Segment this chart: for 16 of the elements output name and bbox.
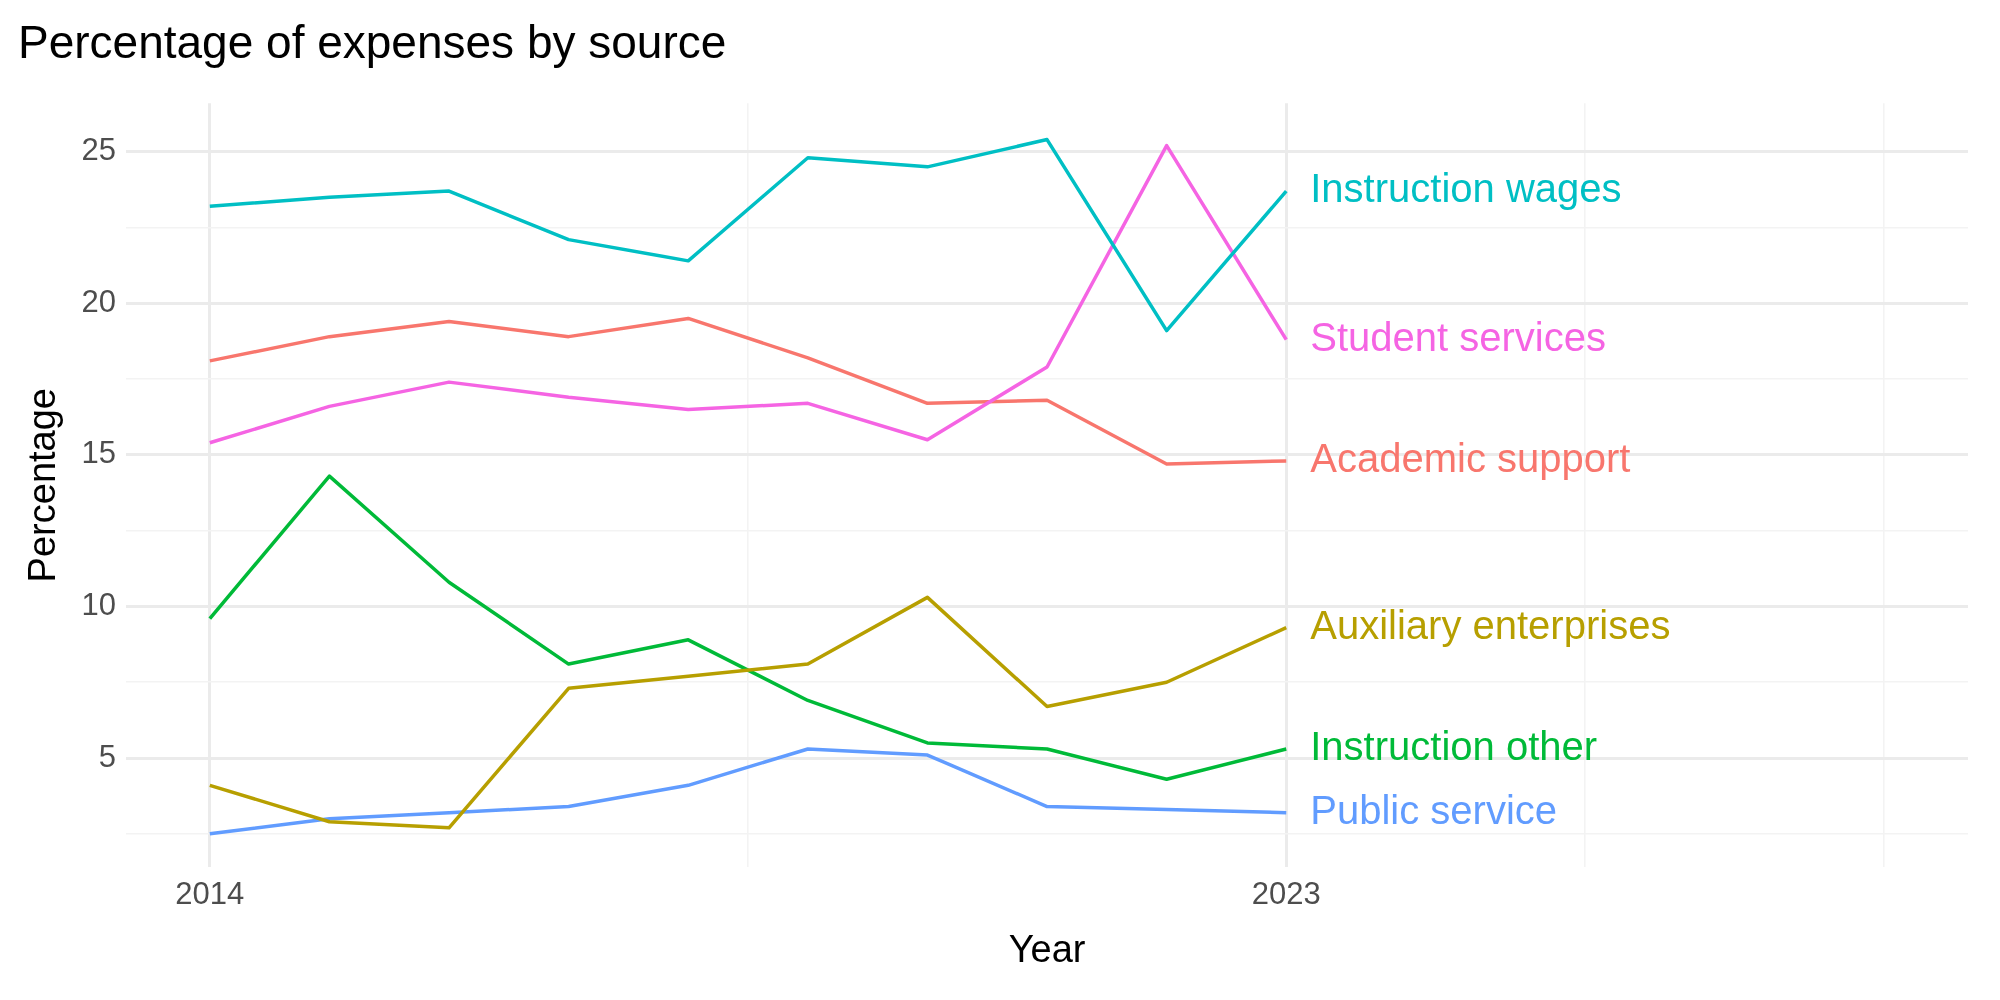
series-label: Instruction other [1310, 723, 1598, 768]
series-label: Instruction wages [1310, 166, 1622, 211]
series-label: Public service [1310, 787, 1558, 832]
y-tick-label: 10 [81, 587, 117, 623]
y-tick-label: 15 [81, 435, 117, 471]
x-tick-label: 2023 [1251, 876, 1321, 912]
series-label: Auxiliary enterprises [1310, 602, 1671, 647]
series-label: Academic support [1310, 435, 1631, 480]
y-tick-label: 25 [81, 132, 117, 168]
series-label: Student services [1310, 314, 1606, 359]
chart-title: Percentage of expenses by source [18, 16, 727, 69]
y-tick-label: 20 [81, 283, 117, 319]
x-tick-label: 2014 [175, 876, 245, 912]
y-axis-title: Percentage [21, 388, 64, 583]
y-tick-label: 5 [98, 738, 117, 774]
x-axis-title: Year [1008, 927, 1086, 970]
